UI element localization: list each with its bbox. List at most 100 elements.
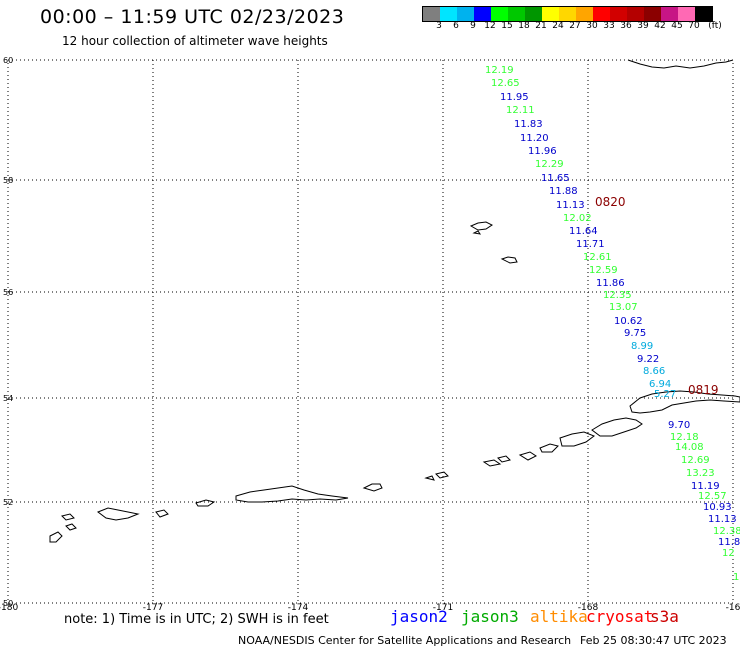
wave-height-label: 11.83	[514, 119, 543, 130]
lon-label: -168	[578, 603, 599, 613]
color-scale-label: 39	[637, 21, 649, 31]
color-swatch	[508, 7, 525, 21]
lon-label: -174	[288, 603, 309, 613]
commander-island	[49, 531, 63, 543]
alaska-mainland-north	[627, 59, 734, 69]
andreanof-b	[435, 471, 449, 479]
lat-label: 50	[3, 599, 13, 608]
wave-height-label: 11.86	[596, 278, 625, 289]
color-swatch	[440, 7, 457, 21]
wave-height-label: 10.93	[703, 502, 732, 513]
color-swatch	[423, 7, 440, 21]
color-swatch	[542, 7, 559, 21]
island-small-c	[65, 523, 77, 531]
color-scale-label: 12	[484, 21, 496, 31]
unalaska-island	[591, 417, 643, 437]
lon-label: -171	[433, 603, 453, 613]
wave-height-label: 10.62	[614, 316, 643, 327]
axis-labels: 60 58 56 54 52 50-180 -177 -174 -171 -168 -16	[0, 56, 740, 613]
lat-lon-grid	[7, 59, 734, 604]
lat-label: 60	[3, 56, 13, 65]
wave-height-label: 6.94	[649, 379, 671, 390]
island-small-a	[472, 230, 482, 235]
fox-islands-a	[539, 443, 559, 453]
color-scale-label: 18	[518, 21, 530, 31]
wave-height-label: 12.65	[491, 78, 520, 89]
wave-height-label: 12.29	[535, 159, 564, 170]
color-scale-label: 36	[620, 21, 632, 31]
island-small-b	[155, 509, 169, 518]
satellite-altika: altika	[530, 607, 588, 626]
umnak-island	[559, 431, 596, 447]
wave-height-label: 12.19	[485, 65, 514, 76]
satellite-jason2: jason2	[390, 607, 448, 626]
wave-height-label: 11.96	[528, 146, 557, 157]
color-swatch	[474, 7, 491, 21]
color-scale-label: 45	[671, 21, 683, 31]
lon-label: -16	[726, 603, 740, 613]
wave-height-label: 13.23	[686, 468, 715, 479]
color-scale-label: 30	[586, 21, 598, 31]
wave-height-label: 9.70	[668, 420, 690, 431]
lon-label: -180	[0, 603, 18, 613]
alaska-peninsula	[629, 390, 740, 414]
wave-height-label: 12.38	[713, 526, 740, 537]
lat-label: 54	[3, 394, 13, 403]
time-marker: 0819	[688, 383, 719, 397]
andreanof-c	[424, 475, 435, 481]
time-markers: 0820 0819	[595, 195, 719, 397]
wave-height-label: 5.27	[654, 389, 676, 400]
lat-label: 58	[3, 176, 13, 185]
color-scale-label: 27	[569, 21, 581, 31]
island-st-paul	[469, 221, 493, 231]
credit-text: NOAA/NESDIS Center for Satellite Applica…	[238, 634, 572, 647]
wave-height-label: 12.69	[681, 455, 710, 466]
color-swatch	[610, 7, 627, 21]
color-scale-label: 33	[603, 21, 615, 31]
color-swatch	[457, 7, 474, 21]
wave-height-label: 12	[722, 548, 735, 559]
wave-height-label: 12.02	[563, 213, 592, 224]
satellite-jason3: jason3	[461, 607, 519, 626]
lon-label: -177	[143, 603, 163, 613]
wave-height-label: 14.08	[675, 442, 704, 453]
wave-height-label: 1	[733, 572, 739, 583]
time-marker: 0820	[595, 195, 626, 209]
fox-islands-b	[518, 451, 537, 461]
wave-height-label: 12.59	[589, 265, 618, 276]
lat-label: 52	[3, 498, 13, 507]
wave-height-label: 12.61	[583, 252, 612, 263]
credit-date: Feb 25 08:30:47 UTC 2023	[580, 634, 727, 647]
color-scale-label: 42	[654, 21, 666, 31]
wave-height-label: 8.66	[643, 366, 665, 377]
color-scale-label: 24	[552, 21, 564, 31]
color-swatch	[644, 7, 661, 21]
color-swatch	[678, 7, 695, 21]
color-swatch	[559, 7, 576, 21]
wave-height-label: 13.07	[609, 302, 638, 313]
coastline	[49, 59, 740, 543]
page-title: 00:00 – 11:59 UTC 02/23/2023	[40, 6, 345, 28]
satellite-s3a: s3a	[650, 607, 679, 626]
wave-height-label: 9.75	[624, 328, 646, 339]
page-subtitle: 12 hour collection of altimeter wave hei…	[62, 34, 328, 48]
color-scale-label: 21	[535, 21, 547, 31]
wave-height-label: 11.88	[549, 186, 578, 197]
kiska-island	[195, 499, 216, 507]
color-scale-label: 3	[436, 21, 442, 31]
wave-height-label: 12.35	[603, 290, 632, 301]
color-scale-label: 70	[688, 21, 700, 31]
color-swatch	[661, 7, 678, 21]
island-st-george	[500, 256, 518, 264]
lat-label: 56	[3, 288, 13, 297]
footer-note: note: 1) Time is in UTC; 2) SWH is in fe…	[64, 612, 329, 627]
track-labels: 12.19 12.65 11.95 12.11 11.83 11.20 11.96 12.29…	[485, 65, 740, 583]
color-scale-labels: 3 6 9 12 15 18 21 24 27 30 33 36 39 42 45 70 (ft)	[422, 21, 740, 35]
wave-height-label: 11.13	[556, 200, 585, 211]
wave-height-label: 8.99	[631, 341, 653, 352]
wave-height-label: 11.65	[541, 173, 570, 184]
color-swatch	[576, 7, 593, 21]
color-swatch	[695, 7, 712, 21]
satellite-cryosat: cryosat	[586, 607, 654, 626]
